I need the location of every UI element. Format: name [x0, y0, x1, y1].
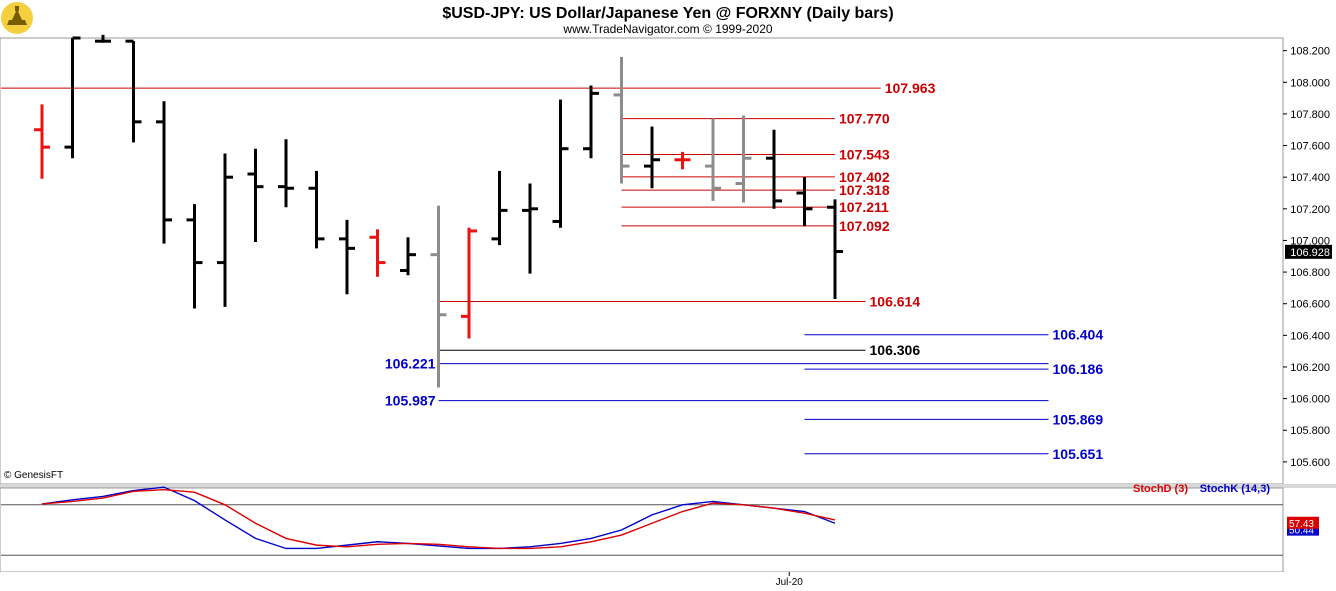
y-tick-label: 107.200 [1290, 204, 1330, 216]
level-label: 107.543 [839, 147, 890, 163]
stoch-series-line [41, 486, 836, 550]
level-label: 107.092 [839, 218, 890, 234]
genesis-watermark: © GenesisFT [4, 470, 63, 481]
y-tick-label: 107.800 [1290, 109, 1330, 121]
price-bar [34, 104, 50, 179]
y-tick-label: 106.000 [1290, 394, 1330, 406]
level-label: 105.987 [385, 393, 436, 409]
level-label: 105.869 [1053, 411, 1104, 427]
price-bar [156, 101, 172, 244]
level-label: 107.402 [839, 169, 890, 185]
price-bar [796, 177, 813, 227]
level-label: 106.186 [1053, 361, 1104, 377]
price-bar [95, 34, 111, 43]
price-bar [64, 36, 81, 159]
price-bar [491, 170, 508, 246]
price-axis: 108.200 108.000 107.800 107.600 107.400 107.2… [1283, 46, 1332, 469]
price-bar [674, 151, 691, 170]
price-bar [308, 170, 325, 249]
level-label: 107.318 [839, 182, 890, 198]
price-bar [552, 99, 569, 228]
stochastic-lines [1, 486, 1283, 556]
stoch-k-value: 50.44 [1289, 526, 1314, 537]
y-tick-label: 106.400 [1290, 330, 1330, 342]
y-tick-label: 106.200 [1290, 362, 1330, 374]
chart-title: $USD-JPY: US Dollar/Japanese Yen @ FORXN… [442, 5, 893, 22]
y-tick-label: 107.600 [1290, 141, 1330, 153]
level-label: 105.651 [1053, 446, 1104, 462]
genesis-logo-icon [1, 2, 33, 34]
x-tick-label: Jul-20 [776, 577, 804, 588]
level-label: 106.404 [1053, 327, 1104, 343]
price-bar [217, 153, 233, 307]
price-bar [735, 115, 752, 203]
price-panel [0, 37, 1284, 485]
y-tick-label: 108.000 [1290, 77, 1330, 89]
x-axis-background [0, 572, 1336, 591]
y-tick-label: 107.000 [1290, 235, 1330, 247]
level-label: 107.963 [885, 80, 936, 96]
level-label: 106.614 [870, 293, 921, 309]
stoch-d-value: 57.43 [1289, 519, 1314, 530]
y-tick-label: 106.800 [1290, 267, 1330, 279]
legend-stoch-k: StochK (14,3) [1200, 483, 1271, 495]
price-bar [125, 39, 142, 143]
legend-stoch-d: StochD (3) [1133, 483, 1188, 495]
price-bar [461, 227, 477, 339]
price-bars [34, 34, 843, 388]
price-bar [430, 205, 447, 388]
price-bar [583, 85, 599, 159]
y-tick-label: 108.200 [1290, 46, 1330, 58]
stoch-d-tag [1287, 516, 1319, 529]
level-label: 107.211 [839, 199, 889, 215]
y-tick-label: 105.800 [1290, 425, 1330, 437]
price-bar [186, 204, 203, 309]
stoch-series-line [41, 488, 836, 550]
header-background [0, 0, 1336, 37]
price-bar [766, 129, 782, 209]
x-axis: Jul-20 [776, 572, 804, 588]
stochastic-legend: StochD (3) StochK (14,3) [1133, 483, 1270, 495]
level-label: 106.306 [870, 342, 921, 358]
last-price-label: 106.928 [1290, 247, 1330, 259]
price-bar [369, 229, 386, 277]
price-bar [705, 118, 721, 201]
y-tick-label: 105.600 [1290, 457, 1330, 469]
level-label: 107.770 [839, 111, 890, 127]
stochastic-panel [0, 487, 1284, 573]
price-bar [278, 139, 294, 208]
panel-separator [0, 484, 1336, 488]
level-lines: 107.963 107.770 107.543 107.402107.318107.2… [1, 80, 1103, 462]
price-bar [644, 126, 660, 189]
y-tick-label: 107.400 [1290, 172, 1330, 184]
y-tick-label: 106.600 [1290, 299, 1330, 311]
chart-subtitle: www.TradeNavigator.com © 1999-2020 [562, 22, 772, 36]
last-price-tag [1285, 244, 1332, 259]
price-bar [400, 237, 416, 276]
price-bar [339, 219, 355, 295]
price-bar [613, 56, 630, 184]
price-bar [522, 183, 538, 274]
price-bar [247, 148, 264, 243]
price-bar [827, 199, 843, 299]
level-label: 106.221 [385, 356, 436, 372]
